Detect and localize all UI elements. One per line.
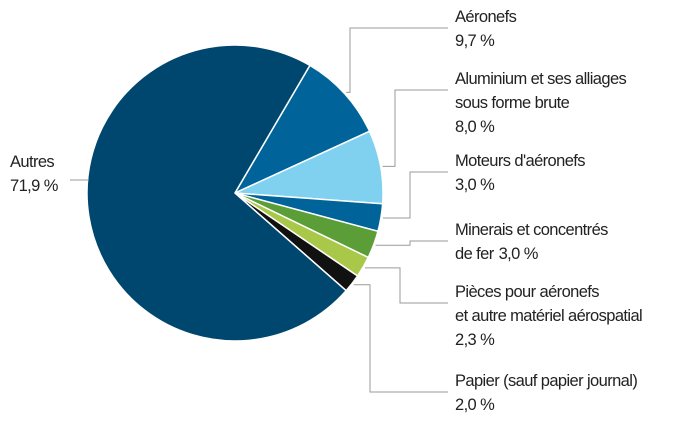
leader-line — [353, 284, 448, 393]
slice-label: Pièces pour aéronefs et autre matériel aé… — [455, 283, 643, 349]
slice-label: Moteurs d'aéronefs 3,0 % — [455, 152, 586, 194]
leader-line — [382, 89, 448, 167]
slice-label: Aéronefs 9,7 % — [455, 8, 517, 50]
value-label: 71,9 % — [10, 177, 59, 195]
label-text: Autres 71,9 % — [10, 153, 59, 195]
slice-label: Autres 71,9 % — [10, 153, 59, 195]
value-label: 8,0 % — [455, 118, 495, 136]
value-label: 2,3 % — [455, 331, 495, 349]
category-label: Moteurs d'aéronefs — [455, 152, 585, 170]
leader-line — [346, 27, 448, 93]
category-label: sous forme brute — [455, 94, 570, 112]
leader-line — [382, 171, 448, 219]
category-label: de fer — [455, 245, 495, 263]
label-text: Pièces pour aéronefs et autre matériel aé… — [455, 283, 642, 349]
slice-label: Minerais et concentrés de fer 3,0 % — [455, 221, 609, 263]
label-text: Aéronefs 9,7 % — [455, 8, 517, 50]
label-text: Aluminium et ses alliages sous forme brut… — [455, 70, 627, 136]
pie-slice — [233, 64, 371, 195]
leader-line — [375, 240, 448, 246]
slice-label: Papier (sauf papier journal) 2,0 % — [455, 372, 638, 414]
category-label: Aluminium et ses alliages — [455, 70, 627, 88]
label-text: Minerais et concentrés de fer 3,0 % — [455, 221, 608, 263]
category-label: Pièces pour aéronefs — [455, 283, 599, 301]
label-text: Papier (sauf papier journal) 2,0 % — [455, 372, 637, 414]
value-label: 9,7 % — [455, 32, 495, 50]
leader-line — [364, 267, 448, 304]
slice-label: Aluminium et ses alliages sous forme brut… — [455, 70, 627, 136]
category-label: Minerais et concentrés — [455, 221, 608, 239]
value-label: 3,0 % — [499, 245, 539, 263]
value-label: 2,0 % — [455, 396, 495, 414]
label-text: Moteurs d'aéronefs 3,0 % — [455, 152, 585, 194]
category-label: et autre matériel aérospatial — [455, 307, 642, 325]
pie-slice — [86, 44, 348, 342]
category-label: Aéronefs — [455, 8, 517, 26]
category-label: Papier (sauf papier journal) — [455, 372, 637, 390]
category-label: Autres — [10, 153, 54, 171]
value-label: 3,0 % — [455, 176, 495, 194]
